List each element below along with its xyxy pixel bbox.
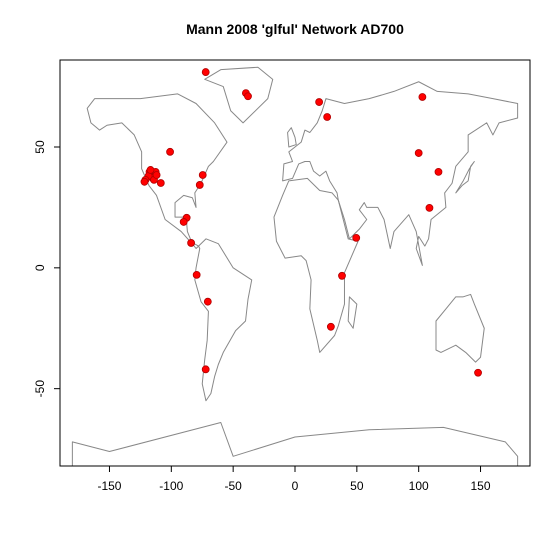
- eurasia: [283, 82, 518, 266]
- x-tick-label: 50: [350, 479, 364, 493]
- proxy-site: [146, 166, 155, 174]
- proxy-site: [315, 98, 324, 106]
- y-tick-label: -50: [33, 380, 47, 398]
- continents: [72, 67, 517, 466]
- proxy-site: [323, 113, 332, 121]
- proxy-site: [195, 181, 204, 189]
- proxy-site: [414, 149, 423, 157]
- proxy-site: [338, 271, 346, 280]
- japan: [456, 162, 475, 193]
- proxy-site: [192, 270, 201, 279]
- plot-frame: [59, 59, 531, 467]
- proxy-site: [201, 365, 210, 374]
- x-tick-label: -50: [224, 479, 242, 493]
- proxy-site: [326, 322, 335, 331]
- y-tick-label: 0: [33, 264, 47, 271]
- proxy-site: [352, 233, 361, 242]
- proxy-site: [201, 68, 210, 76]
- proxy-site: [198, 171, 207, 179]
- proxy-site: [140, 177, 149, 186]
- proxy-site: [474, 368, 482, 377]
- proxy-site: [166, 147, 174, 156]
- chart-title: Mann 2008 'glful' Network AD700: [186, 21, 404, 37]
- x-tick-label: -100: [159, 479, 183, 493]
- proxy-site: [156, 179, 165, 187]
- proxy-site: [187, 239, 196, 247]
- proxy-site: [425, 203, 434, 212]
- proxy-site: [179, 218, 188, 226]
- great-britain: [288, 128, 297, 147]
- proxy-site: [152, 171, 161, 179]
- world-map: [72, 67, 517, 466]
- africa: [274, 178, 358, 352]
- australia: [436, 294, 484, 362]
- proxy-site: [203, 297, 212, 306]
- madagascar: [348, 297, 357, 328]
- x-tick-label: 0: [292, 479, 299, 493]
- x-tick-label: 150: [471, 479, 491, 493]
- south-america: [195, 239, 252, 401]
- x-tick-label: 100: [409, 479, 429, 493]
- proxy-site: [418, 93, 427, 101]
- x-tick-label: -150: [97, 479, 121, 493]
- proxy-site: [244, 92, 252, 101]
- proxy-site: [434, 167, 443, 176]
- antarctica: [72, 423, 517, 467]
- y-tick-label: 50: [33, 140, 47, 154]
- greenland: [205, 67, 273, 123]
